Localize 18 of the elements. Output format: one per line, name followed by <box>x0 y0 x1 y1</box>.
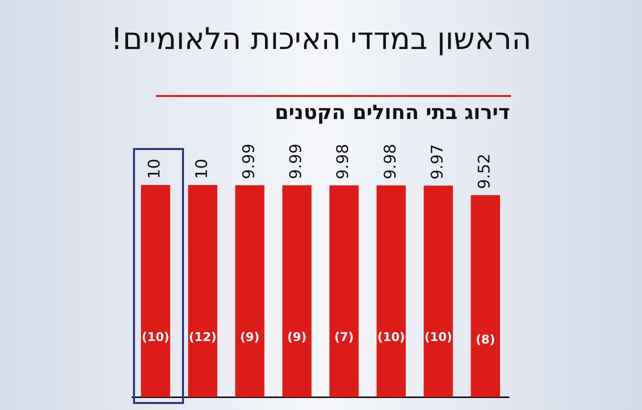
chart-subtitle: הראשון במדדי האיכות הלאומיים! <box>110 22 532 57</box>
annotation: (9) <box>240 330 260 344</box>
annotation: (9) <box>287 330 307 344</box>
data-label: 9.98 <box>380 144 400 180</box>
chart-title: דירוג בתי החולים הקטנים <box>274 100 510 124</box>
annotation: (10) <box>142 330 170 344</box>
annotation: (8) <box>476 332 496 347</box>
data-label: 9.97 <box>427 144 446 180</box>
data-label: 10 <box>144 158 164 179</box>
annotation: (10) <box>377 330 406 344</box>
annotation: (10) <box>424 330 452 344</box>
annotation: (7) <box>334 330 354 344</box>
data-label: 9.52 <box>474 154 494 190</box>
data-label: 9.99 <box>238 144 258 180</box>
data-label: 9.99 <box>286 144 306 180</box>
data-label: 9.98 <box>333 144 352 180</box>
annotation: (12) <box>188 330 217 344</box>
data-label: 10 <box>192 158 211 179</box>
